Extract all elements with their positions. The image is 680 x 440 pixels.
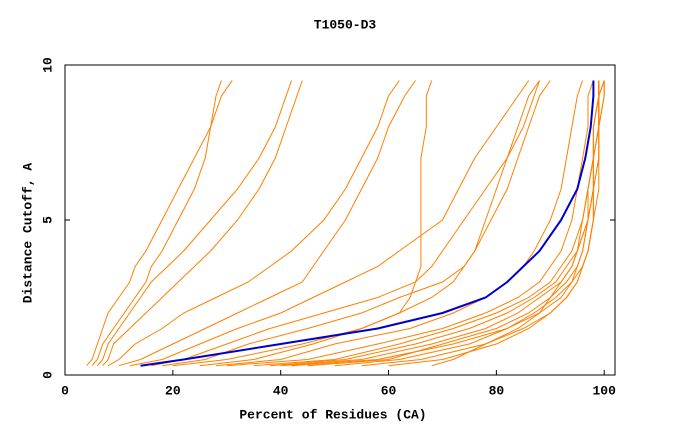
series-line	[226, 80, 594, 367]
series-line	[91, 80, 233, 367]
series-line	[140, 80, 595, 367]
series-line	[199, 80, 433, 367]
plot-frame	[64, 64, 616, 376]
x-tick-label: 40	[273, 383, 289, 398]
series-line	[102, 80, 303, 367]
series-line	[162, 80, 551, 367]
series-line	[97, 80, 292, 367]
x-tick-label: 100	[593, 383, 617, 398]
y-axis-label: Distance Cutoff, A	[20, 163, 35, 304]
y-tick-label: 5	[40, 216, 55, 224]
series-line	[151, 80, 540, 367]
series-line	[172, 80, 540, 367]
x-axis-label: Percent of Residues (CA)	[239, 407, 426, 422]
x-tick-label: 20	[165, 383, 181, 398]
series-line	[129, 80, 530, 367]
x-tick-label: 80	[489, 383, 505, 398]
series-line	[118, 80, 416, 367]
x-tick-label: 0	[61, 383, 69, 398]
series-line	[86, 80, 222, 367]
series-line	[107, 80, 400, 367]
y-tick-label: 10	[40, 57, 55, 73]
series-line	[269, 80, 600, 367]
x-tick-label: 60	[381, 383, 397, 398]
y-tick-label: 0	[40, 371, 55, 379]
series-line	[291, 80, 600, 367]
chart-title: T1050-D3	[314, 17, 377, 32]
series-line	[388, 80, 605, 367]
